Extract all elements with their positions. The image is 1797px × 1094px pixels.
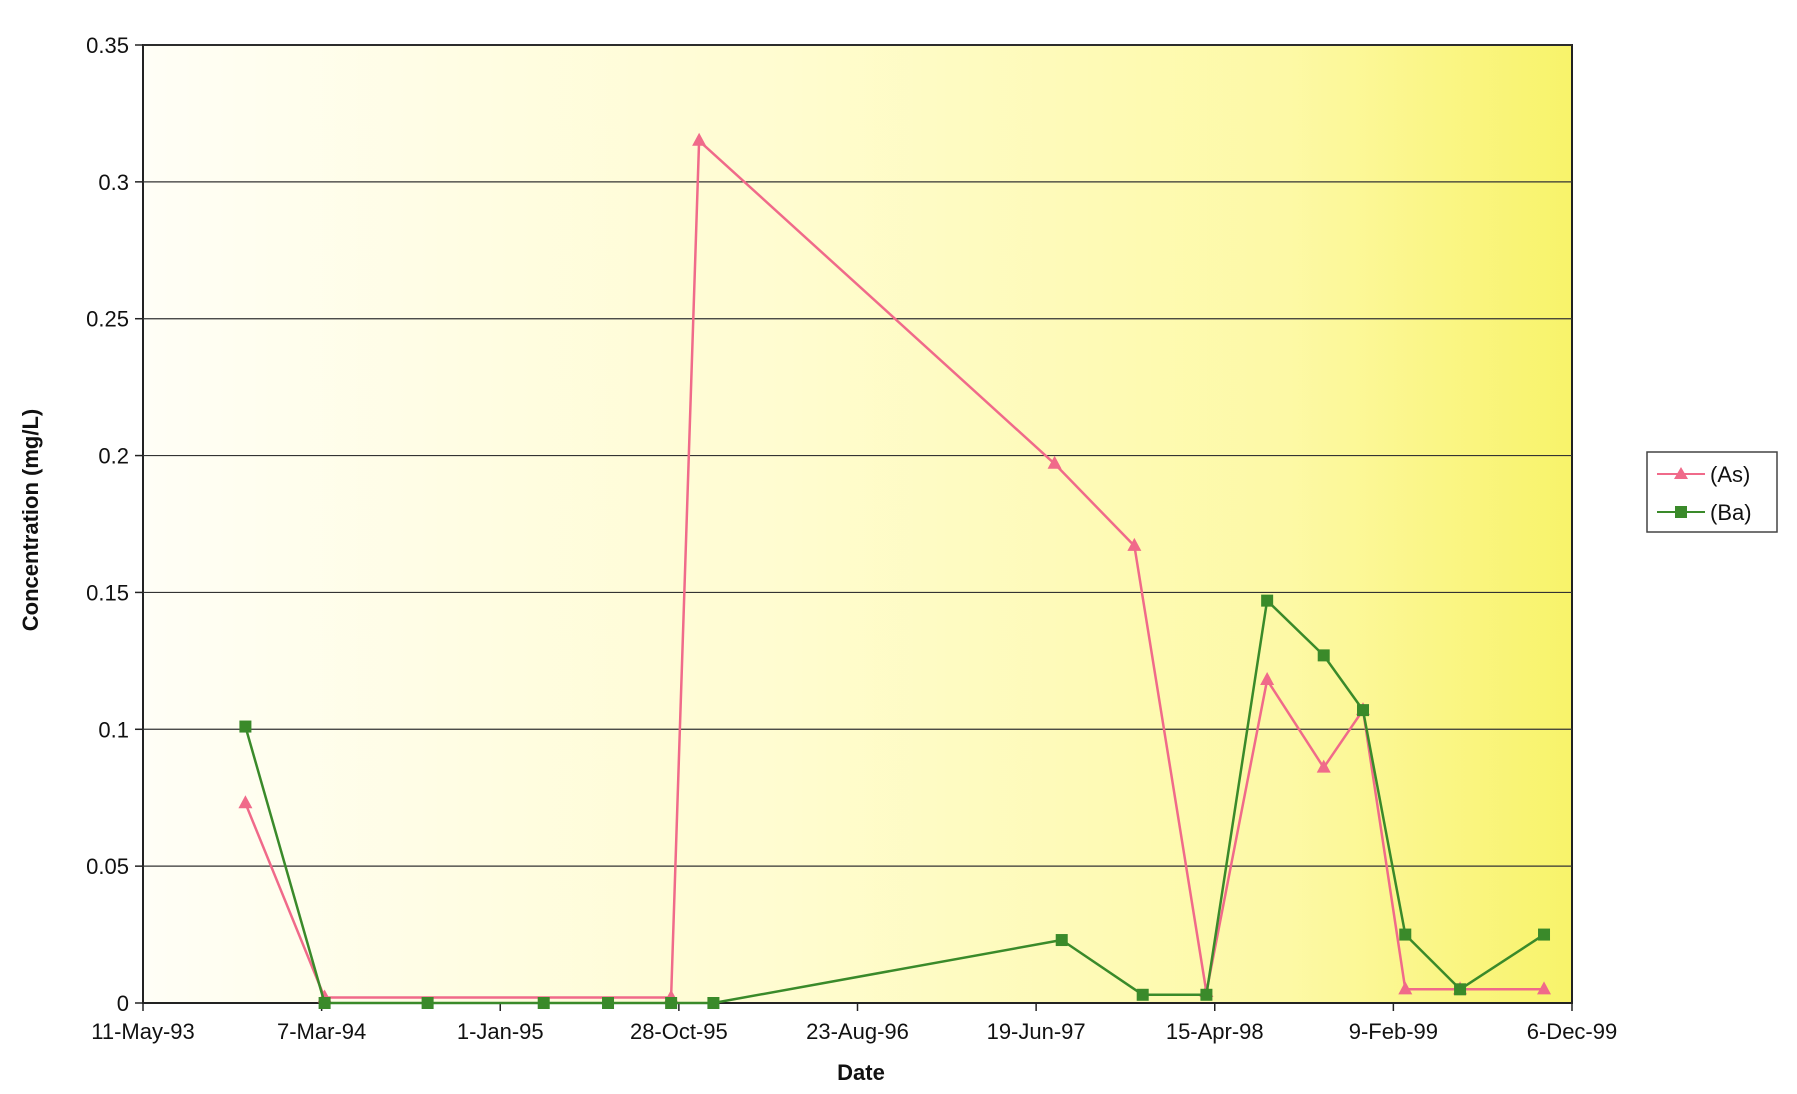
- x-tick-label: 1-Jan-95: [457, 1019, 544, 1044]
- data-point: [1317, 649, 1330, 662]
- data-point: [1357, 704, 1370, 717]
- data-point: [239, 720, 252, 733]
- data-point: [1047, 455, 1062, 469]
- legend-ba-label: (Ba): [1710, 500, 1752, 525]
- legend-box: [1646, 451, 1778, 533]
- data-point: [1399, 928, 1412, 941]
- legend-as-marker: [1674, 467, 1688, 479]
- x-tick-label: 19-Jun-97: [987, 1019, 1086, 1044]
- data-point: [665, 997, 678, 1009]
- y-tick-label: 0.1: [98, 717, 129, 742]
- data-point: [1398, 981, 1413, 995]
- y-axis-ticks: 0 0.05 0.1 0.15 0.2 0.25 0.3 0.35: [86, 33, 143, 1016]
- x-tick-label: 7-Mar-94: [277, 1019, 366, 1044]
- data-point: [421, 997, 434, 1009]
- x-axis-ticks: 11-May-93 7-Mar-94 1-Jan-95 28-Oct-95 23-Aug…: [91, 1003, 1617, 1044]
- y-tick-label: 0.35: [86, 33, 129, 58]
- legend-as-label: (As): [1710, 462, 1750, 487]
- data-point: [238, 795, 253, 809]
- y-tick-label: 0.05: [86, 854, 129, 879]
- x-tick-label: 11-May-93: [91, 1019, 195, 1044]
- data-point: [707, 997, 720, 1009]
- data-point: [1200, 988, 1213, 1001]
- data-point: [318, 997, 331, 1009]
- gridlines: [143, 44, 1572, 867]
- x-tick-label: 15-Apr-98: [1166, 1019, 1264, 1044]
- data-point: [1538, 928, 1551, 941]
- y-tick-label: 0.15: [86, 580, 129, 605]
- legend: (As) (Ba): [1646, 451, 1778, 533]
- legend-ba-marker: [1675, 506, 1687, 518]
- x-axis-title: Date: [837, 1060, 885, 1085]
- series-layer: [238, 132, 1552, 1009]
- data-point: [1537, 981, 1552, 995]
- x-tick-label: 9-Feb-99: [1349, 1019, 1438, 1044]
- y-axis-title: Concentration (mg/L): [18, 409, 43, 631]
- data-point: [1055, 934, 1068, 947]
- series-line: [244, 599, 1545, 1005]
- data-point: [602, 997, 615, 1009]
- data-point: [1127, 537, 1142, 551]
- data-point: [1136, 988, 1149, 1001]
- y-tick-label: 0: [117, 991, 129, 1016]
- data-point: [1260, 672, 1275, 686]
- y-tick-label: 0.25: [86, 307, 129, 332]
- data-point: [1454, 983, 1467, 996]
- series-1: [239, 594, 1551, 1009]
- data-point: [692, 132, 707, 146]
- x-tick-label: 23-Aug-96: [806, 1019, 909, 1044]
- x-tick-label: 28-Oct-95: [630, 1019, 728, 1044]
- data-point: [1261, 594, 1274, 607]
- y-tick-label: 0.2: [98, 444, 129, 469]
- data-point: [537, 997, 550, 1009]
- plot-area: [142, 44, 1573, 1004]
- y-tick-label: 0.3: [98, 170, 129, 195]
- data-point: [1316, 759, 1331, 773]
- x-tick-label: 6-Dec-99: [1527, 1019, 1617, 1044]
